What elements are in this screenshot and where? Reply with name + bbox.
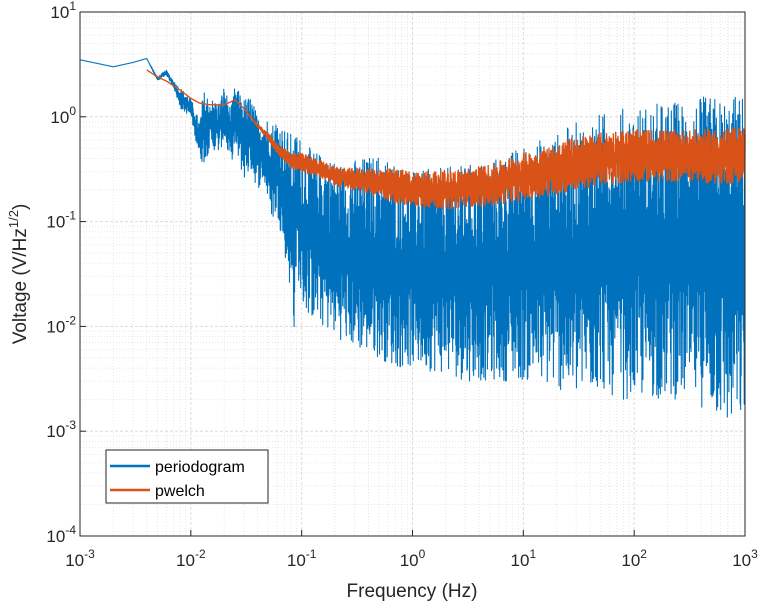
y-tick-exponent: -4 bbox=[65, 523, 76, 537]
x-tick-labels: 10-3 10-2 10-1 100 101 102 103 bbox=[65, 530, 758, 570]
x-tick-exponent: 2 bbox=[640, 547, 647, 561]
x-tick-exponent: -3 bbox=[84, 547, 95, 561]
y-tick-label: 10-3 bbox=[46, 418, 76, 441]
x-tick-base: 10 bbox=[511, 551, 530, 570]
x-tick-exponent: -2 bbox=[195, 547, 206, 561]
y-tick-base: 10 bbox=[46, 422, 65, 441]
x-tick-base: 10 bbox=[176, 551, 195, 570]
y-tick-base: 10 bbox=[50, 108, 69, 127]
x-tick-exponent: 3 bbox=[751, 547, 758, 561]
x-tick-exponent: 0 bbox=[419, 547, 426, 561]
y-tick-exponent: 1 bbox=[69, 0, 76, 13]
y-axis-label-main: Voltage (V/Hz bbox=[10, 228, 31, 344]
y-tick-label: 10-4 bbox=[46, 523, 76, 546]
y-tick-label: 101 bbox=[50, 0, 76, 22]
y-tick-label: 10-2 bbox=[46, 313, 76, 336]
y-tick-base: 10 bbox=[46, 527, 65, 546]
y-tick-base: 10 bbox=[50, 3, 69, 22]
x-tick-label: 10-2 bbox=[176, 547, 206, 570]
x-tick-base: 10 bbox=[287, 551, 306, 570]
x-tick-label: 10-3 bbox=[65, 547, 95, 570]
y-tick-label: 10-1 bbox=[46, 209, 76, 232]
y-axis-label-suffix: ) bbox=[10, 204, 31, 210]
y-axis-label: Voltage (V/Hz1/2) bbox=[6, 204, 31, 345]
series-line-pwelch bbox=[146, 69, 746, 210]
x-tick-label: 10-1 bbox=[287, 547, 317, 570]
legend-label-periodogram: periodogram bbox=[155, 459, 245, 476]
x-tick-base: 10 bbox=[621, 551, 640, 570]
y-tick-exponent: -2 bbox=[65, 313, 76, 327]
x-tick-base: 10 bbox=[400, 551, 419, 570]
y-tick-exponent: -3 bbox=[65, 418, 76, 432]
legend: periodogram pwelch bbox=[105, 449, 269, 504]
x-tick-exponent: 1 bbox=[529, 547, 536, 561]
x-tick-base: 10 bbox=[65, 551, 84, 570]
y-tick-base: 10 bbox=[46, 317, 65, 336]
legend-box bbox=[105, 449, 269, 504]
y-tick-exponent: 0 bbox=[69, 104, 76, 118]
x-tick-label: 100 bbox=[400, 547, 426, 570]
legend-label-pwelch: pwelch bbox=[155, 483, 205, 500]
series-pwelch bbox=[146, 69, 746, 210]
y-tick-exponent: -1 bbox=[65, 209, 76, 223]
x-tick-label: 103 bbox=[732, 547, 758, 570]
y-tick-base: 10 bbox=[46, 213, 65, 232]
x-tick-label: 101 bbox=[511, 547, 537, 570]
x-tick-exponent: -1 bbox=[306, 547, 317, 561]
x-axis-label: Frequency (Hz) bbox=[347, 581, 478, 602]
y-axis-label-exponent: 1/2 bbox=[6, 210, 21, 228]
y-tick-label: 100 bbox=[50, 104, 76, 127]
series-layer bbox=[79, 58, 746, 418]
x-tick-base: 10 bbox=[732, 551, 751, 570]
x-tick-label: 102 bbox=[621, 547, 647, 570]
